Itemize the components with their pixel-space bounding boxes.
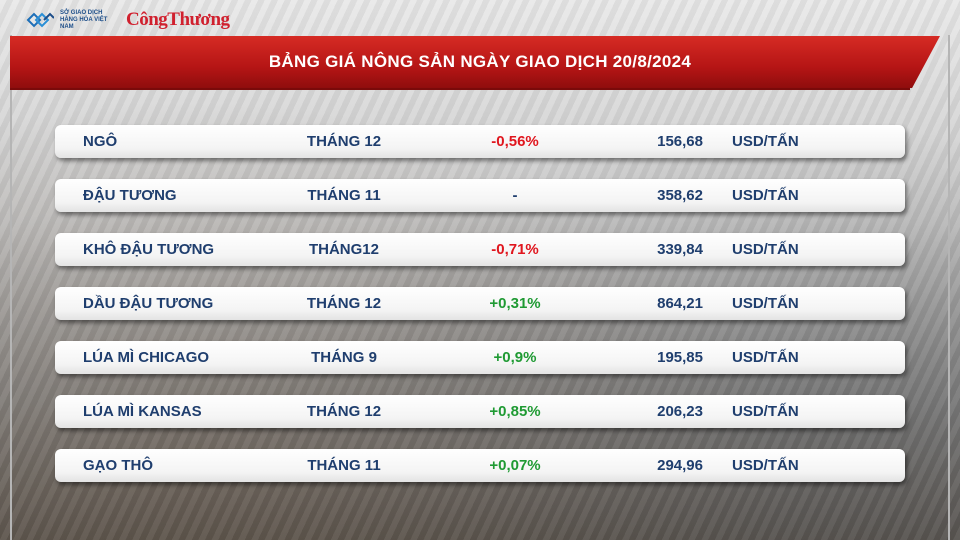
- price-value: 294,96: [657, 457, 703, 474]
- table-row: KHÔ ĐẬU TƯƠNG THÁNG12 -0,71% 339,84 USD/…: [55, 233, 905, 266]
- price-unit: USD/TẤN: [732, 457, 799, 474]
- table-row: ĐẬU TƯƠNG THÁNG 11 - 358,62 USD/TẤN: [55, 179, 905, 212]
- price-change: -: [512, 187, 518, 204]
- commodity-name: GẠO THÔ: [83, 457, 153, 474]
- commodity-name: NGÔ: [83, 133, 118, 150]
- price-change: +0,85%: [489, 403, 541, 420]
- price-value: 206,23: [657, 403, 703, 420]
- price-table: NGÔ THÁNG 12 -0,56% 156,68 USD/TẤN ĐẬU T…: [55, 125, 905, 482]
- price-change: +0,07%: [489, 457, 541, 474]
- price-unit: USD/TẤN: [732, 295, 799, 312]
- contract-month: THÁNG 11: [307, 187, 381, 204]
- contract-month: THÁNG 11: [307, 457, 381, 474]
- table-row: LÚA MÌ KANSAS THÁNG 12 +0,85% 206,23 USD…: [55, 395, 905, 428]
- commodity-name: KHÔ ĐẬU TƯƠNG: [83, 241, 215, 258]
- price-unit: USD/TẤN: [732, 187, 799, 204]
- price-change: -0,71%: [491, 241, 539, 258]
- price-change: -0,56%: [491, 133, 539, 150]
- contract-month: THÁNG 12: [306, 403, 382, 420]
- price-unit: USD/TẤN: [732, 349, 799, 366]
- brand-logo: CôngThương: [126, 9, 230, 30]
- table-row: NGÔ THÁNG 12 -0,56% 156,68 USD/TẤN: [55, 125, 905, 158]
- banner-stripe: [10, 88, 910, 90]
- title-banner: [10, 36, 940, 88]
- table-row: DẦU ĐẬU TƯƠNG THÁNG 12 +0,31% 864,21 USD…: [55, 287, 905, 320]
- contract-month: THÁNG 9: [311, 349, 377, 366]
- contract-month: THÁNG 12: [306, 133, 382, 150]
- contract-month: THÁNG12: [308, 241, 379, 258]
- exchange-logo-icon: [26, 12, 54, 28]
- price-change: +0,9%: [493, 349, 537, 366]
- commodity-name: DẦU ĐẬU TƯƠNG: [83, 295, 214, 312]
- contract-month: THÁNG 12: [306, 295, 382, 312]
- price-value: 339,84: [657, 241, 703, 258]
- table-row: LÚA MÌ CHICAGO THÁNG 9 +0,9% 195,85 USD/…: [55, 341, 905, 374]
- exchange-name: SỞ GIAO DỊCH HÀNG HÓA VIỆT NAM: [60, 9, 108, 30]
- table-row: GẠO THÔ THÁNG 11 +0,07% 294,96 USD/TẤN: [55, 449, 905, 482]
- price-value: 195,85: [657, 349, 703, 366]
- commodity-name: LÚA MÌ CHICAGO: [83, 349, 210, 366]
- price-value: 358,62: [657, 187, 703, 204]
- price-unit: USD/TẤN: [732, 241, 799, 258]
- commodity-name: LÚA MÌ KANSAS: [83, 403, 202, 420]
- price-unit: USD/TẤN: [732, 133, 799, 150]
- logo-area: SỞ GIAO DỊCH HÀNG HÓA VIỆT NAM CôngThươn…: [26, 6, 230, 34]
- frame-line-left: [10, 35, 12, 540]
- frame-line-right: [948, 35, 950, 540]
- price-value: 864,21: [657, 295, 703, 312]
- price-unit: USD/TẤN: [732, 403, 799, 420]
- page-title: BẢNG GIÁ NÔNG SẢN NGÀY GIAO DỊCH 20/8/20…: [268, 52, 692, 71]
- price-change: +0,31%: [489, 295, 541, 312]
- price-value: 156,68: [657, 133, 703, 150]
- commodity-name: ĐẬU TƯƠNG: [83, 187, 177, 204]
